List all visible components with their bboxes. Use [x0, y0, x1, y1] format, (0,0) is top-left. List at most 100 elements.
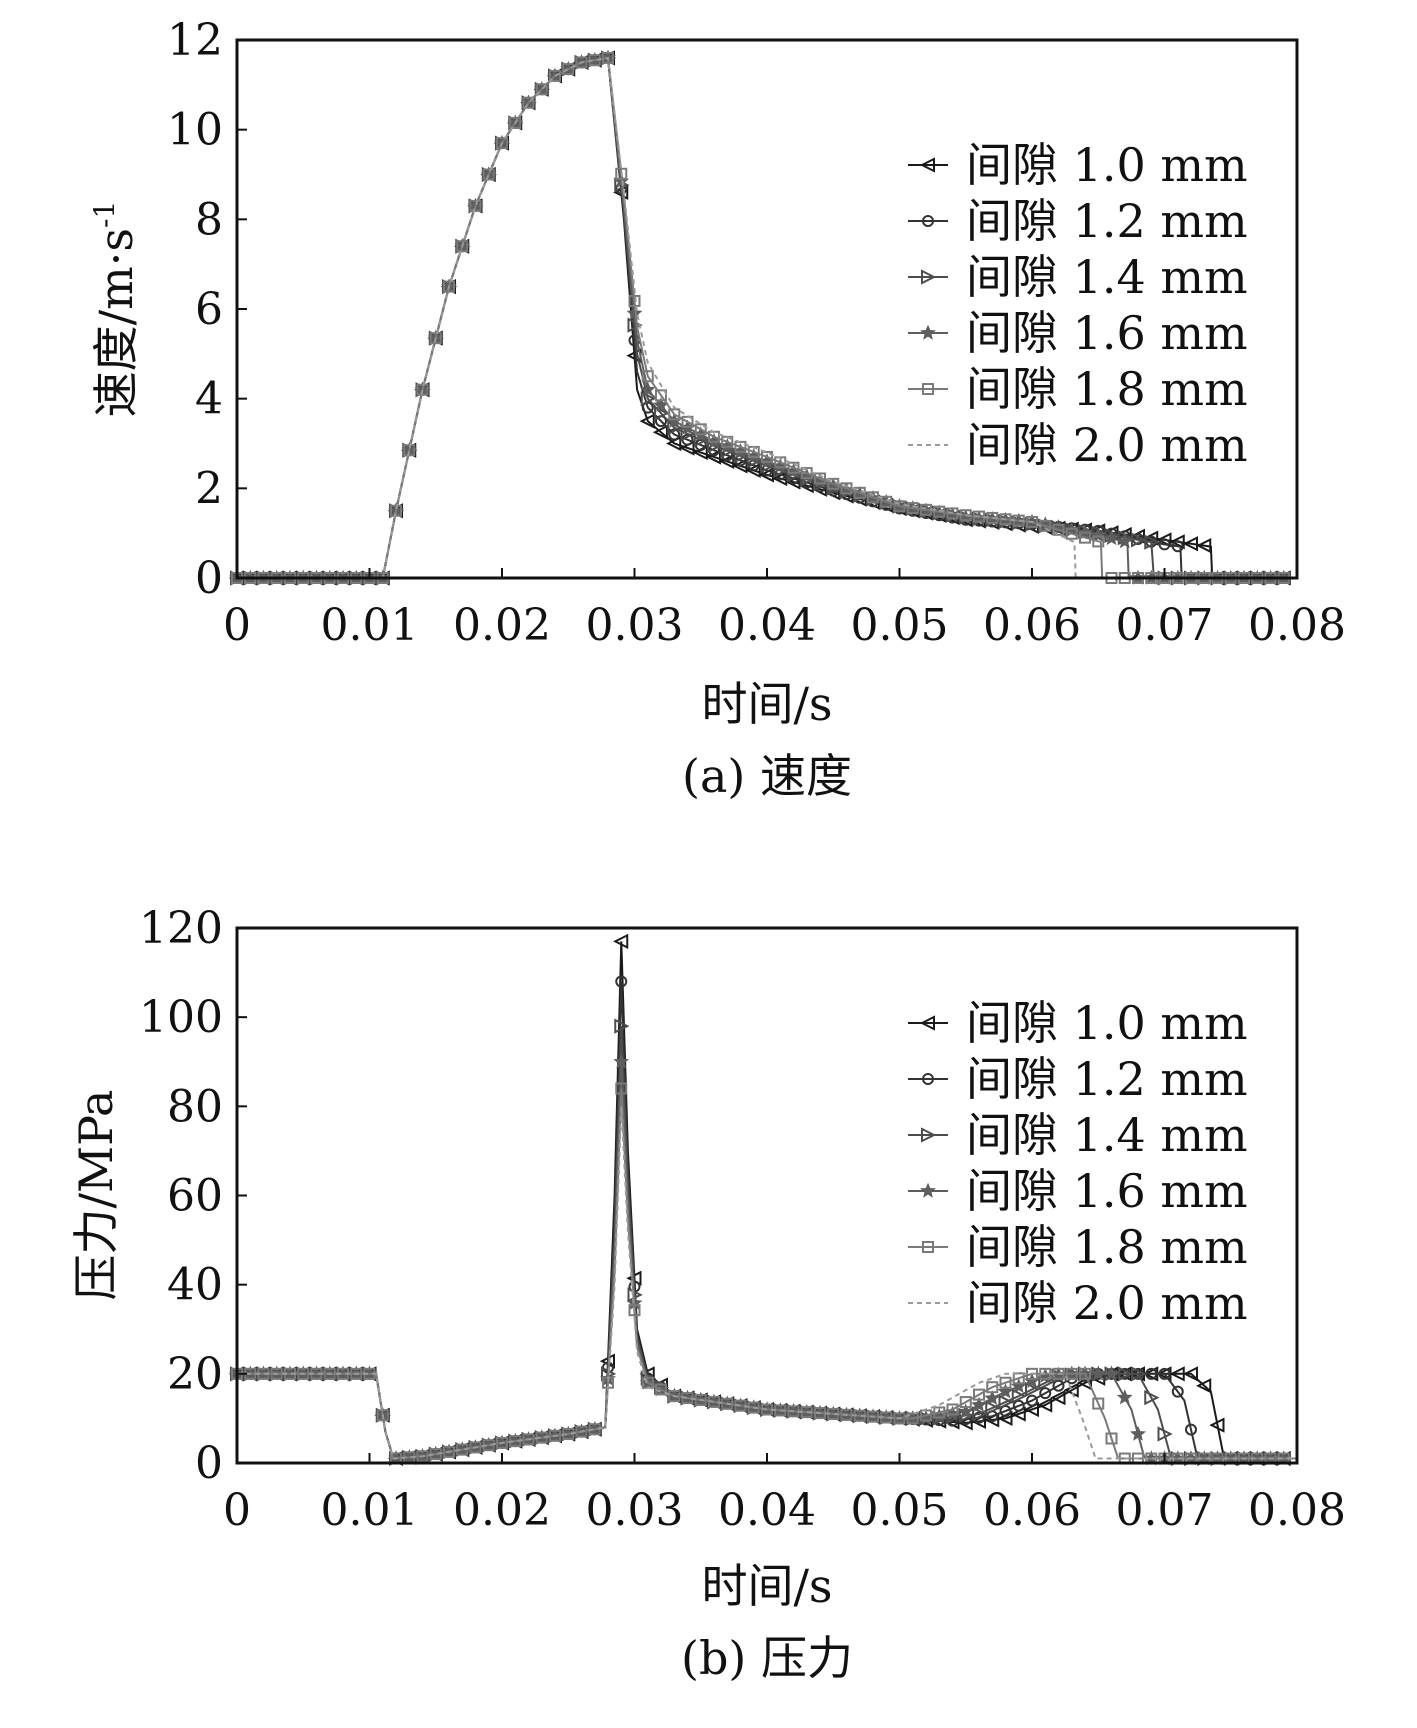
- velocity-series-1-marker: [745, 462, 761, 479]
- pressure-y-ticks: 0 20 40 60 80 100 120: [139, 903, 247, 1489]
- pressure-series-1-marker: [1037, 1397, 1053, 1413]
- velocity-series-5-marker: [628, 294, 641, 307]
- pressure-series-2-marker: [1012, 1399, 1025, 1412]
- velocity-series-5-marker: [456, 240, 469, 253]
- pressure-series-5-marker: [946, 1403, 959, 1416]
- pressure-legend-swatch-marker: [919, 1015, 935, 1031]
- velocity-legend-label: 间隙 2.0 mm: [966, 418, 1248, 472]
- velocity-series-1-marker: [639, 413, 655, 429]
- pressure-legend-label: 间隙 1.0 mm: [966, 996, 1248, 1050]
- pressure-series-5-marker: [1079, 1367, 1091, 1380]
- pressure-y-tick-label: 20: [167, 1349, 223, 1400]
- velocity-series-5-marker: [893, 500, 906, 513]
- velocity-y-tick-label: 2: [195, 463, 223, 514]
- pressure-legend-label: 间隙 2.0 mm: [966, 1276, 1248, 1330]
- velocity-series-1-marker: [1156, 532, 1172, 548]
- velocity-legend-swatch-marker: [919, 157, 935, 173]
- velocity-y-tick-label: 8: [195, 194, 223, 245]
- pressure-series-3-marker: [1025, 1381, 1041, 1398]
- velocity-series-4-marker: [626, 305, 643, 321]
- velocity-legend-label: 间隙 1.8 mm: [966, 362, 1248, 416]
- velocity-series-5-marker: [1052, 523, 1065, 536]
- velocity-series-1-marker: [1196, 538, 1212, 554]
- velocity-series-5-marker: [840, 482, 853, 495]
- pressure-series-5-marker: [1065, 1367, 1078, 1380]
- pressure-legend-label: 间隙 1.8 mm: [966, 1220, 1248, 1274]
- velocity-legend-swatch-marker: [920, 324, 936, 340]
- pressure-series-5-marker: [893, 1412, 906, 1425]
- pressure-series-5-marker: [443, 1445, 455, 1458]
- velocity-series-3-marker: [640, 391, 656, 407]
- pressure-x-tick-label: 0.08: [1248, 1485, 1346, 1536]
- pressure-legend-swatch-marker: [922, 1241, 934, 1253]
- velocity-series-5-marker: [496, 137, 508, 150]
- pressure-series-3-marker: [985, 1400, 1001, 1416]
- pressure-y-tick-label: 80: [167, 1081, 223, 1132]
- pressure-series-2-marker: [1145, 1367, 1158, 1380]
- pressure-series-3-marker: [998, 1394, 1014, 1410]
- pressure-series-2-marker: [1171, 1385, 1184, 1398]
- velocity-series-5-marker: [469, 199, 482, 212]
- velocity-x-tick-label: 0.06: [983, 600, 1081, 651]
- velocity-series-4-marker: [639, 381, 656, 397]
- pressure-series-4-marker: [1090, 1365, 1107, 1381]
- pressure-series-5-marker: [906, 1412, 919, 1425]
- velocity-series-5-marker: [734, 440, 747, 453]
- pressure-series-1-marker: [1182, 1366, 1198, 1382]
- velocity-series-1-marker: [652, 424, 668, 440]
- velocity-series-5-marker: [429, 332, 442, 345]
- pressure-series-3-marker: [1157, 1426, 1173, 1442]
- pressure-series-5-marker: [694, 1393, 707, 1406]
- velocity-series-5-marker: [761, 450, 773, 463]
- velocity-series-1-marker: [1169, 534, 1185, 550]
- pressure-series-3-marker: [1117, 1366, 1133, 1382]
- pressure-y-tick-label: 60: [167, 1171, 223, 1222]
- velocity-series-5-marker: [509, 116, 522, 129]
- velocity-series-5-marker: [549, 69, 561, 82]
- velocity-series-5-marker: [1079, 531, 1091, 544]
- velocity-series-5-marker: [602, 51, 614, 64]
- pressure-series-3-marker: [1011, 1388, 1027, 1404]
- pressure-y-tick-label: 0: [195, 1438, 223, 1489]
- velocity-series-4-marker: [1090, 527, 1107, 543]
- pressure-series-1-marker: [613, 933, 629, 949]
- pressure-series-2-marker: [1052, 1379, 1065, 1392]
- pressure-plot-marks: [228, 933, 1297, 1467]
- velocity-x-tick-label: 0.04: [718, 600, 816, 651]
- pressure-x-tick-label: 0.01: [321, 1485, 419, 1536]
- pressure-series-4-marker: [1116, 1389, 1133, 1405]
- pressure-series-4-marker: [984, 1390, 1001, 1406]
- velocity-series-5-marker: [535, 83, 548, 96]
- pressure-series-3-marker: [972, 1406, 988, 1422]
- pressure-x-axis-title: 时间/s: [701, 1559, 832, 1613]
- velocity-x-tick-label: 0.07: [1116, 600, 1214, 651]
- velocity-series-5-marker: [575, 56, 588, 69]
- pressure-series-5-marker: [668, 1390, 681, 1403]
- velocity-series-5-marker: [416, 383, 429, 396]
- velocity-series-1-marker: [732, 458, 748, 474]
- pressure-y-tick-label: 100: [139, 992, 223, 1043]
- velocity-y-tick-label: 4: [195, 374, 223, 425]
- pressure-series-1-marker: [1209, 1417, 1225, 1433]
- velocity-series-5-marker: [403, 444, 416, 457]
- velocity-series-4-marker: [1103, 530, 1120, 546]
- velocity-x-tick-label: 0: [223, 600, 251, 651]
- velocity-series-5-marker: [694, 423, 707, 436]
- velocity-x-tick-label: 0.02: [453, 600, 551, 651]
- pressure-series-5-marker: [297, 1367, 310, 1380]
- pressure-legend-label: 间隙 1.2 mm: [966, 1052, 1248, 1106]
- pressure-series-3-marker: [614, 1018, 630, 1034]
- pressure-series-5-marker: [628, 1304, 641, 1317]
- velocity-series-5-marker: [1092, 535, 1105, 548]
- pressure-series-5-marker: [323, 1367, 336, 1380]
- chart-panel-pressure: 0 0.01 0.02 0.03 0.04 0.05 0.06 0.07 0.08 0 20 40 6…: [0, 862, 1417, 1724]
- velocity-x-tick-label: 0.08: [1248, 600, 1346, 651]
- velocity-x-tick-label: 0.03: [586, 600, 684, 651]
- pressure-x-tick-label: 0.02: [453, 1485, 551, 1536]
- velocity-series-3-marker: [1144, 534, 1160, 550]
- pressure-series-4-marker: [957, 1403, 974, 1419]
- pressure-legend-label: 间隙 1.6 mm: [966, 1164, 1248, 1218]
- velocity-series-5-marker: [721, 435, 734, 448]
- velocity-series-3-marker: [1131, 532, 1147, 548]
